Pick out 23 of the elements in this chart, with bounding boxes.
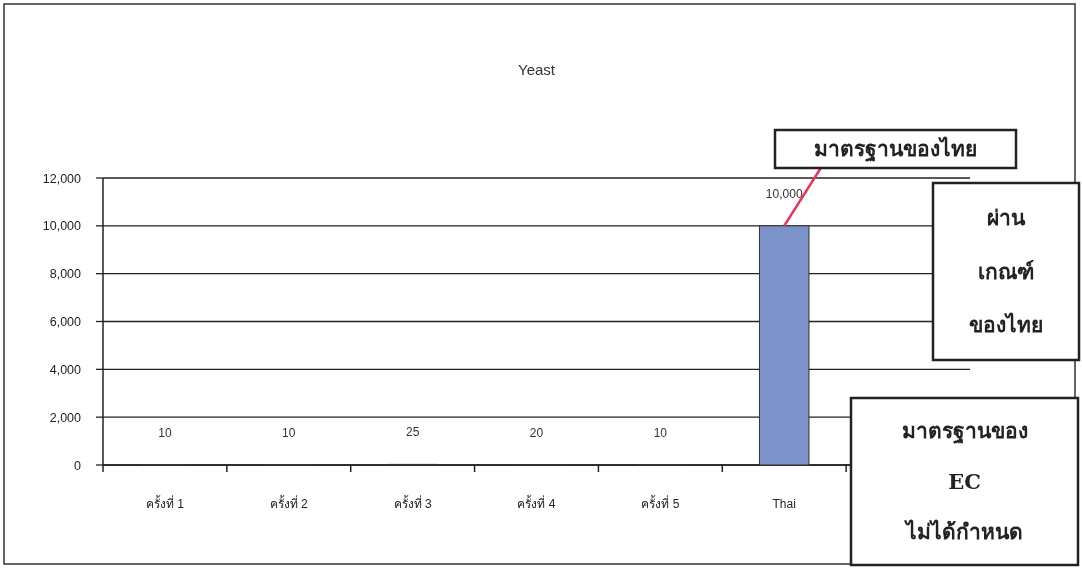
x-tick-label: ครั้งที่ 3 [393,495,432,511]
x-tick-label: ครั้งที่ 1 [145,495,185,511]
x-tick-label: ครั้งที่ 5 [641,495,680,511]
x-tick-label: Thai [772,497,796,511]
y-tick-label: 4,000 [49,362,82,377]
data-label: 25 [405,425,420,440]
data-label: 10 [158,425,172,440]
data-label: 10,000 [765,186,803,201]
x-tick-label: ครั้งที่ 4 [517,495,556,511]
text: มาตรฐานของ EC ไม่ได้กำหนด [901,417,1028,545]
annotation: มาตรฐานของไทย [814,136,977,163]
data-label: 10 [282,425,296,440]
y-tick-label: 12,000 [42,171,82,186]
y-tick-label: 0 [74,458,82,473]
data-label: 10 [653,425,668,440]
y-tick-label: 6,000 [49,315,82,329]
text: ผ่าน เกณฑ์ ของไทย [969,204,1043,338]
x-tick-label: ครั้งที่ 2 [269,495,309,511]
y-tick-label: 10,000 [42,219,82,234]
title: Yeast [518,61,555,78]
y-tick-label: 2,000 [49,410,82,425]
y-tick-label: 8,000 [49,267,82,282]
data-label: 20 [529,425,544,440]
